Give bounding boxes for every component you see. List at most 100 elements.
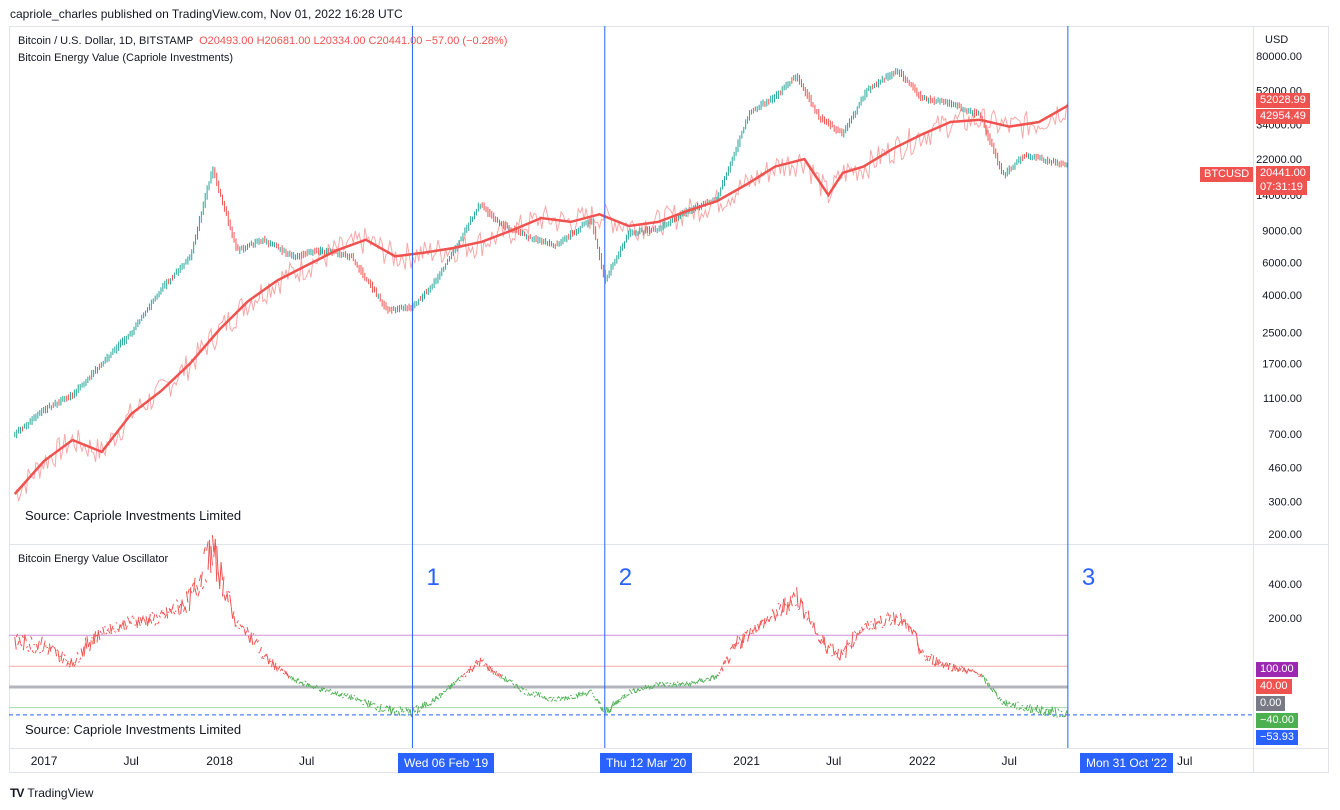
- time-tick-label: Jul: [1177, 754, 1192, 768]
- oscillator-segment: [80, 648, 84, 657]
- oscillator-segment: [326, 689, 329, 691]
- oscillator-segment: [621, 694, 624, 697]
- oscillator-segment: [855, 632, 858, 641]
- oscillator-segment: [639, 689, 642, 692]
- oscillator-segment: [281, 668, 284, 671]
- oscillator-segment: [48, 643, 52, 652]
- oscillator-segment: [110, 625, 114, 632]
- time-tick-label: Jul: [1002, 754, 1017, 768]
- oscillator-segment: [722, 660, 725, 665]
- oscillator-segment: [885, 614, 888, 616]
- event-1-number: 1: [426, 564, 439, 591]
- oscillator-segment: [713, 675, 717, 679]
- oscillator-segment: [820, 638, 824, 643]
- oscillator-segment: [92, 633, 95, 645]
- symbol-description: Bitcoin / U.S. Dollar, 1D, BITSTAMP: [18, 35, 194, 47]
- oscillator-segment: [220, 562, 224, 581]
- oscillator-segment: [715, 674, 718, 680]
- oscillator-segment: [460, 674, 463, 678]
- oscillator-segment: [970, 669, 974, 672]
- brand-label: TradingView: [27, 786, 94, 800]
- oscillator-segment: [204, 579, 208, 583]
- oscillator-segment: [432, 699, 435, 703]
- oscillator-segment: [839, 649, 842, 661]
- oscillator-segment: [874, 618, 877, 630]
- oscillator-segment: [308, 683, 311, 687]
- oscillator-segment: [402, 710, 405, 713]
- oscillator-segment: [470, 668, 473, 671]
- oscillator-segment: [754, 625, 757, 633]
- oscillator-segment: [139, 617, 143, 624]
- oscillator-segment: [376, 706, 379, 709]
- oscillator-segment: [354, 698, 358, 702]
- tradingview-brand[interactable]: TV TradingView: [10, 786, 93, 800]
- source-note-top: Source: Capriole Investments Limited: [25, 508, 242, 523]
- oscillator-segment: [957, 667, 961, 672]
- oscillator-segment: [1053, 714, 1056, 718]
- oscillator-segment: [97, 631, 101, 640]
- oscillator-segment: [735, 635, 739, 647]
- oscillator-segment: [686, 682, 689, 686]
- oscillator-segment: [211, 535, 215, 553]
- oscillator-segment: [848, 642, 851, 645]
- oscillator-segment: [559, 697, 562, 702]
- oscillator-segment: [356, 697, 359, 701]
- oscillator-segment: [451, 683, 454, 687]
- oscillator-segment: [889, 622, 893, 626]
- oscillator-segment: [364, 700, 368, 705]
- oscillator-segment: [74, 657, 78, 664]
- oscillator-segment: [845, 639, 848, 658]
- oscillator-segment: [232, 611, 235, 618]
- oscillator-segment: [693, 681, 697, 685]
- oscillator-segment: [708, 679, 711, 681]
- oscillator-segment: [261, 655, 264, 659]
- oscillator-segment: [439, 692, 443, 698]
- oscillator-segment: [487, 665, 490, 672]
- oscillator-segment: [25, 646, 29, 649]
- oscillator-segment: [481, 659, 484, 662]
- oscillator-segment: [101, 633, 103, 635]
- oscillator-segment: [891, 619, 894, 622]
- oscillator-segment: [571, 697, 574, 700]
- oscillator-segment: [535, 691, 538, 694]
- oscillator-segment: [541, 696, 544, 698]
- oscillator-segment: [363, 698, 366, 701]
- oscillator-segment: [510, 680, 513, 682]
- oscillator-segment: [865, 622, 868, 629]
- oscillator-segment: [978, 675, 981, 678]
- oscillator-segment: [314, 686, 317, 689]
- oscillator-segment: [497, 672, 500, 677]
- oscillator-segment: [627, 693, 630, 696]
- oscillator-segment: [399, 706, 402, 711]
- oscillator-segment: [859, 631, 862, 634]
- oscillator-segment: [449, 682, 453, 690]
- oscillator-segment: [672, 681, 675, 687]
- oscillator-segment: [43, 640, 46, 649]
- oscillator-segment: [584, 692, 587, 695]
- oscillator-segment: [203, 546, 206, 555]
- event-3-number: 3: [1082, 564, 1095, 591]
- oscillator-segment: [243, 628, 247, 636]
- price-tick-label: 300.00: [1268, 497, 1302, 509]
- oscillator-segment: [963, 667, 966, 673]
- oscillator-segment: [414, 710, 417, 713]
- oscillator-segment: [1037, 711, 1040, 714]
- oscillator-segment: [872, 623, 876, 630]
- oscillator-segment: [238, 627, 241, 630]
- oscillator-segment: [911, 629, 914, 635]
- oscillator-segment: [393, 711, 397, 716]
- oscillator-segment: [561, 696, 564, 700]
- oscillator-segment: [588, 689, 591, 692]
- symbol-tag: BTCUSD: [1200, 167, 1254, 182]
- oscillator-segment: [836, 648, 839, 659]
- oscillator-segment: [794, 604, 797, 607]
- oscillator-segment: [348, 695, 352, 701]
- oscillator-segment: [526, 694, 529, 696]
- oscillator-segment: [171, 603, 174, 611]
- oscillator-segment: [944, 662, 948, 667]
- oscillator-segment: [1051, 706, 1054, 713]
- energy-lower-tag: 42954.49: [1256, 109, 1310, 124]
- oscillator-segment: [1012, 702, 1015, 707]
- oscillator-segment: [612, 702, 616, 707]
